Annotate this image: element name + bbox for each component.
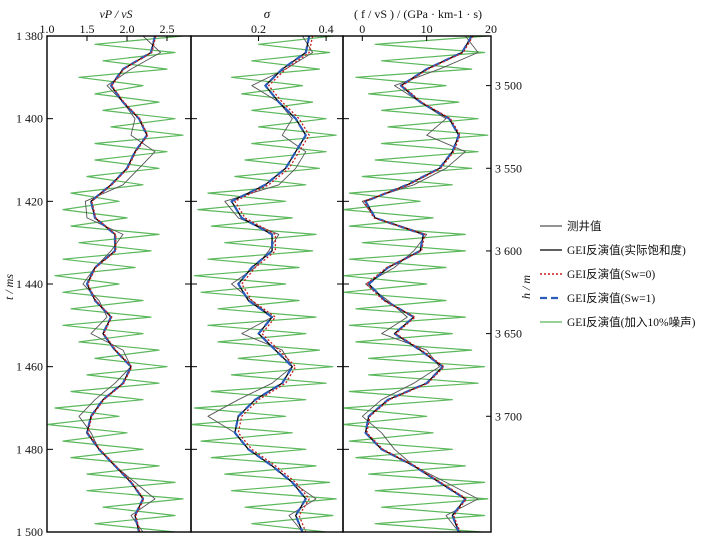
left-tick-label: 1 460	[16, 360, 43, 374]
legend-label-gei-sw1: GEI反演值(Sw=1)	[567, 291, 655, 305]
series-line-well-track-1	[78, 36, 162, 532]
series-line-gei-actual-track-2	[230, 36, 310, 532]
left-tick-label: 1 380	[16, 29, 43, 43]
series-line-gei-noise-track-1	[47, 36, 184, 532]
track-3-tick-label: 20	[485, 22, 497, 36]
legend-label-gei-noise: GEI反演值(加入10%噪声)	[567, 315, 696, 329]
track-2: 0.2 0.4	[190, 22, 344, 533]
series-line-gei-sw0-track-1	[87, 36, 157, 532]
left-tick-label: 1 400	[16, 112, 43, 126]
series-line-gei-sw0-track-2	[234, 36, 314, 532]
series-line-gei-noise-track-2	[191, 36, 337, 532]
right-tick-label: 3 650	[495, 327, 522, 341]
right-axis-ticks: 3 500 3 550 3 600 3 650 3 700	[486, 79, 522, 423]
track-3: 0 10 20	[342, 22, 497, 533]
track-1-tick-label: 2.5	[160, 22, 175, 36]
track-2-tick-label: 0.4	[319, 22, 334, 36]
legend-label-gei-actual: GEI反演值(实际饱和度)	[567, 243, 686, 257]
series-line-gei-sw0-track-3	[363, 36, 474, 532]
right-tick-label: 3 500	[495, 79, 522, 93]
left-tick-label: 1 480	[16, 442, 43, 456]
track-2-series	[191, 36, 337, 532]
track-1: 1.0 1.5 2.0 2.5	[40, 22, 192, 533]
right-tick-label: 3 700	[495, 409, 522, 423]
series-line-gei-actual-track-1	[86, 36, 156, 532]
series-line-gei-sw1-track-1	[85, 36, 157, 532]
track-1-tick-label: 1.5	[80, 22, 95, 36]
right-tick-label: 3 600	[495, 244, 522, 258]
track-1-series	[47, 36, 184, 532]
left-tick-label: 1 440	[16, 277, 43, 291]
track3-axis-label: ( f / vS ) / (GPa · km-1 · s)	[354, 7, 482, 21]
track-1-tick-label: 1.0	[40, 22, 55, 36]
track-3-tick-label: 10	[421, 22, 433, 36]
track-3-series	[343, 36, 489, 532]
track1-axis-label: vP / vS	[99, 7, 132, 21]
left-tick-label: 1 500	[16, 525, 43, 539]
left-axis-ticks: 1 380 1 400 1 420 1 440 1 460 1 480 1 500	[16, 29, 349, 539]
track-2-tick-label: 0.2	[251, 22, 266, 36]
right-axis-label: h / m	[519, 275, 533, 299]
left-axis-label: t / ms	[2, 274, 16, 300]
series-line-gei-sw1-track-3	[364, 36, 473, 532]
track2-axis-label: σ	[264, 6, 271, 21]
series-line-well-track-3	[361, 36, 479, 532]
series-line-gei-noise-track-3	[343, 36, 489, 532]
track-3-tick-label: 0	[359, 22, 365, 36]
legend-label-gei-sw0: GEI反演值(Sw=0)	[567, 267, 655, 281]
series-line-gei-sw1-track-2	[230, 36, 311, 532]
track-1-tick-label: 2.0	[120, 22, 135, 36]
legend: 测井值 GEI反演值(实际饱和度) GEI反演值(Sw=0) GEI反演值(Sw=1)…	[540, 219, 696, 329]
right-tick-label: 3 550	[495, 161, 522, 175]
left-tick-label: 1 420	[16, 194, 43, 208]
tracks-group: 1.0 1.5 2.0 2.5 0.2 0.4 0 10 20	[40, 22, 497, 533]
legend-label-well: 测井值	[567, 219, 602, 233]
